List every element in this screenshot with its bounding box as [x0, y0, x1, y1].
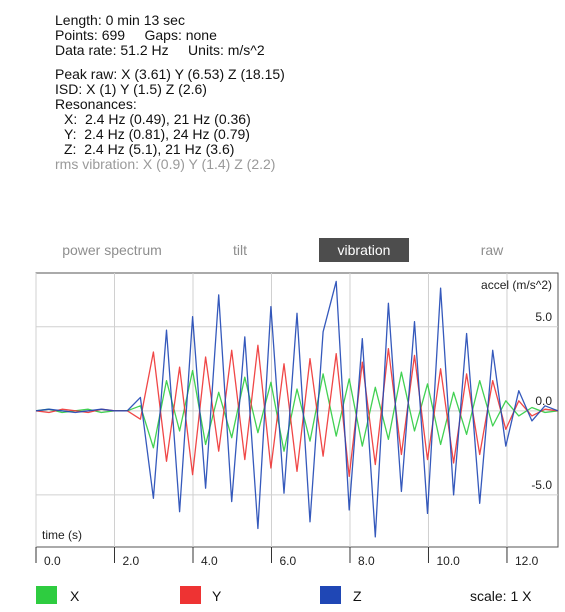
series-line-z [35, 280, 559, 538]
x-tick-label: 4.0 [201, 554, 218, 568]
isd-text: ISD: X (1) Y (1.5) Z (2.6) [55, 81, 207, 97]
x-tick-label: 6.0 [279, 554, 296, 568]
tab-tilt[interactable]: tilt [233, 242, 247, 258]
x-tick-label: 2.0 [122, 554, 139, 568]
view-tabs: power spectrum tilt vibration raw [0, 234, 565, 266]
x-tick-label: 8.0 [358, 554, 375, 568]
resonances-label: Resonances: [55, 96, 137, 112]
vibration-chart: 0.0 2.0 4.0 6.0 8.0 10.0 12.0 5.0 0.0 -5.0 accel (… [0, 268, 565, 578]
series-group [35, 280, 559, 538]
y-tick-label: 0.0 [535, 394, 552, 408]
x-tick-label: 12.0 [515, 554, 539, 568]
x-tick-label: 10.0 [436, 554, 460, 568]
x-tick-label: 0.0 [44, 554, 61, 568]
length-text: Length: 0 min 13 sec [55, 12, 185, 28]
resonance-x-text: X: 2.4 Hz (0.49), 21 Hz (0.36) [64, 111, 251, 127]
axis-labels: 0.0 2.0 4.0 6.0 8.0 10.0 12.0 5.0 0.0 -5.0 accel (… [42, 278, 552, 568]
resonance-z-text: Z: 2.4 Hz (5.1), 21 Hz (3.6) [64, 141, 235, 157]
chart-svg: 0.0 2.0 4.0 6.0 8.0 10.0 12.0 5.0 0.0 -5.0 accel (… [35, 272, 559, 568]
tab-vibration[interactable]: vibration [319, 238, 409, 262]
legend-label-x: X [70, 588, 80, 604]
y-tick-label: -5.0 [531, 478, 552, 492]
legend-swatch-y [180, 586, 201, 604]
legend-swatch-z [320, 586, 341, 604]
tab-power-spectrum[interactable]: power spectrum [62, 242, 162, 258]
resonance-y-text: Y: 2.4 Hz (0.81), 24 Hz (0.79) [64, 126, 250, 142]
x-axis-label: time (s) [42, 528, 82, 542]
peak-raw-text: Peak raw: X (3.61) Y (6.53) Z (18.15) [55, 66, 285, 82]
legend-swatch-x [36, 586, 57, 604]
rms-vibration-text: rms vibration: X (0.9) Y (1.4) Z (2.2) [55, 156, 276, 172]
y-axis-label: accel (m/s^2) [481, 278, 552, 292]
tab-raw[interactable]: raw [480, 242, 504, 258]
y-tick-label: 5.0 [535, 310, 552, 324]
legend-label-y: Y [212, 588, 222, 604]
scale-label[interactable]: scale: 1 X [470, 588, 532, 604]
recording-summary: Length: 0 min 13 sec Points: 699 Gaps: n… [55, 13, 545, 172]
points-gaps-text: Points: 699 Gaps: none [55, 27, 217, 43]
legend: X Y Z scale: 1 X [0, 582, 565, 610]
legend-label-z: Z [353, 588, 362, 604]
data-rate-text: Data rate: 51.2 Hz Units: m/s^2 [55, 42, 265, 58]
